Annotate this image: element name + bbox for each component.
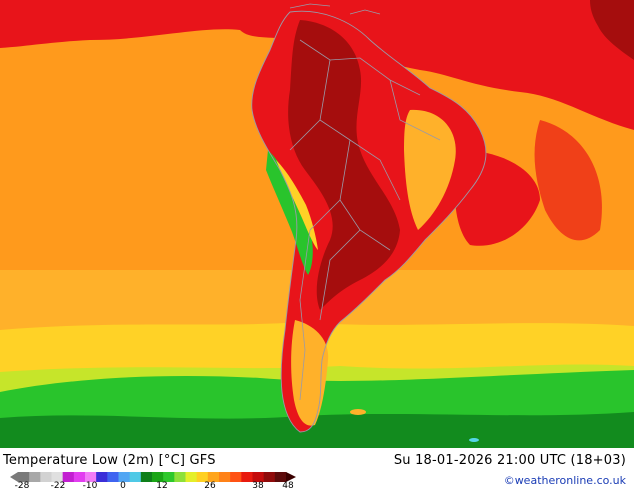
legend-color-swatch [96, 472, 108, 482]
legend-tick-label: -22 [50, 481, 66, 491]
africa-edge [590, 0, 634, 60]
legend-tick-label: 38 [252, 481, 264, 491]
land-dark-core [288, 20, 400, 310]
andes-yellow-strip [276, 160, 318, 250]
credit-link[interactable]: ©weatheronline.co.uk [503, 474, 626, 487]
south-georgia [469, 438, 479, 442]
color-scale-legend [10, 472, 296, 482]
legend-color-swatch [185, 472, 198, 482]
legend-color-swatch [118, 472, 131, 482]
legend-color-swatch [129, 472, 142, 482]
legend-color-swatch [163, 472, 175, 482]
legend-color-swatch [196, 472, 209, 482]
legend-color-swatch [62, 472, 75, 482]
legend-tick-label: 48 [282, 481, 294, 491]
legend-color-swatch [263, 472, 276, 482]
legend-color-swatch [40, 472, 52, 482]
legend-tick-label: 12 [156, 481, 168, 491]
legend-color-swatch [241, 472, 253, 482]
legend-color-swatch [252, 472, 265, 482]
legend-color-swatch [219, 472, 231, 482]
temperature-map [0, 0, 634, 448]
caribbean-islands [289, 3, 381, 15]
legend-color-swatch [140, 472, 153, 482]
map-title: Temperature Low (2m) [°C] GFS [3, 453, 216, 468]
legend-color-swatch [18, 472, 30, 482]
legend-color-swatch [174, 472, 186, 482]
legend-tick-label: 26 [204, 481, 216, 491]
legend-tick-label: 0 [120, 481, 126, 491]
legend-tick-label: -28 [14, 481, 30, 491]
legend-color-swatch [107, 472, 119, 482]
warm-ocean-east-2 [534, 120, 602, 241]
legend-tick-label: -10 [82, 481, 98, 491]
legend-color-swatch [73, 472, 86, 482]
legend-color-swatch [152, 472, 164, 482]
legend-color-swatch [274, 472, 287, 482]
coastline [251, 10, 487, 433]
map-footer: Temperature Low (2m) [°C] GFS Su 18-01-2… [0, 448, 634, 490]
map-datetime: Su 18-01-2026 21:00 UTC (18+03) [393, 453, 626, 468]
legend-color-swatch [207, 472, 220, 482]
legend-color-swatch [85, 472, 97, 482]
country-borders [289, 39, 441, 401]
legend-color-swatch [51, 472, 64, 482]
legend-color-swatch [29, 472, 41, 482]
legend-arrow-low [10, 472, 18, 482]
legend-color-swatch [230, 472, 242, 482]
falkland-islands [350, 409, 366, 415]
warm-ocean-north [0, 0, 634, 130]
andes-green-strip [266, 150, 313, 275]
land-orange-patch [404, 109, 456, 230]
legend-arrow-high [286, 472, 296, 482]
